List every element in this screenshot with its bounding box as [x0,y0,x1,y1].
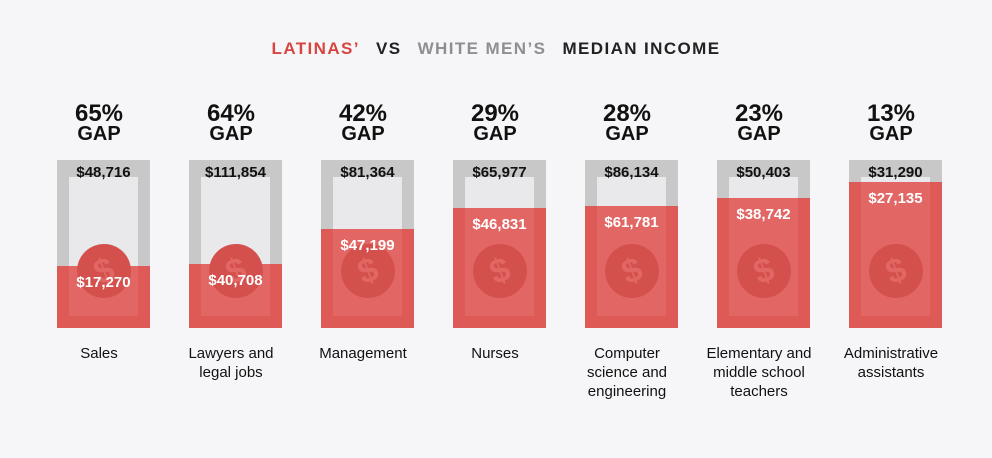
title-vs: VS [376,39,402,58]
chart-title: LATINAS’ VS WHITE MEN’S MEDIAN INCOME [0,39,992,59]
gap-word-label: GAP [77,123,121,145]
white-men-income-bar: $$50,403$$38,742 [717,160,810,328]
gap-percent-label: 13% [866,100,916,127]
category-label: Sales [80,345,118,362]
latinas-income-label: $38,742 [736,206,791,223]
white-men-income-label: $81,364 [340,164,395,181]
white-men-income-label: $111,854 [205,164,266,181]
gap-percent-label: 64% [206,100,256,127]
gap-word-label: GAP [737,123,781,145]
latinas-income-label: $47,199 [340,237,395,254]
gap-word-label: GAP [473,123,517,145]
latinas-income-bar: $ $27,135 [849,182,942,328]
white-men-income-label: $31,290 [868,164,923,181]
white-men-income-bar: $$48,716$$17,270 [57,160,150,328]
white-men-income-bar: $$31,290$$27,135 [849,160,942,328]
category-label: Management [319,345,407,362]
white-men-income-bar: $$86,134$$61,781 [585,160,678,328]
latinas-income-bar: $ $47,199 [321,229,414,328]
white-men-income-bar: $$81,364$$47,199 [321,160,414,328]
gap-percent-label: 42% [338,100,388,127]
category-label: Computer science and engineering [586,345,668,400]
latinas-income-bar: $ $61,781 [585,206,678,328]
gap-percent-label: 65% [74,100,124,127]
gap-percent-label: 28% [602,100,652,127]
latinas-income-label: $40,708 [208,272,263,289]
white-men-income-bar: $$111,854$$40,708 [189,160,282,328]
latinas-income-bar: $ $40,708 [189,236,282,328]
white-men-income-label: $65,977 [472,164,527,181]
white-men-income-bar: $$65,977$$46,831 [453,160,546,328]
latinas-income-bar: $ $46,831 [453,208,546,328]
latinas-income-label: $27,135 [868,190,923,207]
latinas-income-label: $46,831 [472,216,527,233]
latinas-income-label: $17,270 [76,274,131,291]
title-latinas: LATINAS’ [271,39,360,58]
latinas-income-bar: $ $38,742 [717,198,810,328]
title-white-men: WHITE MEN’S [417,39,547,58]
white-men-income-label: $50,403 [736,164,791,181]
title-median-income: MEDIAN INCOME [562,39,721,58]
latinas-income-bar: $ $17,270 [57,236,150,328]
category-label: Administrative assistants [843,345,939,381]
gap-word-label: GAP [605,123,649,145]
latinas-income-label: $61,781 [604,214,659,231]
gap-percent-label: 29% [470,100,520,127]
gap-word-label: GAP [209,123,253,145]
white-men-income-label: $48,716 [76,164,131,181]
category-label: Nurses [471,345,519,362]
white-men-income-label: $86,134 [604,164,659,181]
category-label: Elementary and middle school teachers [706,345,812,400]
gap-percent-label: 23% [734,100,784,127]
category-label: Lawyers and legal jobs [188,345,274,381]
gap-word-label: GAP [869,123,913,145]
gap-word-label: GAP [341,123,385,145]
